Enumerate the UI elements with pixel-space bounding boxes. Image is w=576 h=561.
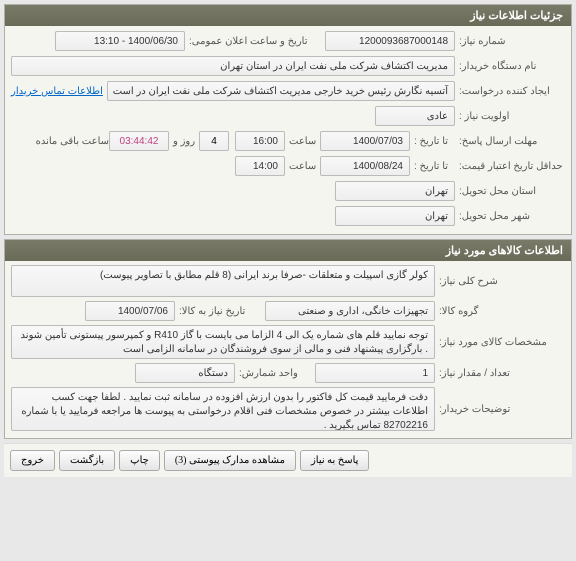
desc-label: شرح کلی نیاز: <box>435 276 565 287</box>
contact-link[interactable]: اطلاعات تماس خریدار <box>11 86 103 97</box>
priority-label: اولویت نیاز : <box>455 111 565 122</box>
org-field: مدیریت اکتشاف شرکت ملی نفت ایران در استا… <box>11 56 455 76</box>
delivery-prov-field: تهران <box>335 181 455 201</box>
desc-field: کولر گازی اسپیلت و متعلقات -صرفا برند ای… <box>11 265 435 297</box>
creator-field: آتسیه نگارش رئیس خرید خارجی مدیریت اکتشا… <box>107 81 455 101</box>
days-label: روز و <box>169 136 199 147</box>
attachments-button[interactable]: مشاهده مدارک پیوستی (3) <box>164 450 296 471</box>
price-valid-hour-label: ساعت <box>285 161 320 172</box>
price-valid-label: حداقل تاریخ اعتبار قیمت: <box>455 161 565 172</box>
qty-label: تعداد / مقدار نیاز: <box>435 368 565 379</box>
need-date-label: تاریخ نیاز به کالا: <box>175 306 265 317</box>
countdown: 03:44:42 <box>109 131 169 151</box>
delivery-city-label: شهر محل تحویل: <box>455 211 565 222</box>
group-label: گروه کالا: <box>435 306 565 317</box>
priority-field: عادی <box>375 106 455 126</box>
spec-field: توجه نمایید قلم های شماره یک الی 4 الزام… <box>11 325 435 359</box>
unit-label: واحد شمارش: <box>235 368 315 379</box>
spec-label: مشخصات کالای مورد نیاز: <box>435 337 565 348</box>
need-no-field: 1200093687000148 <box>325 31 455 51</box>
announce-field: 1400/06/30 - 13:10 <box>55 31 185 51</box>
price-valid-hour: 14:00 <box>235 156 285 176</box>
announce-label: تاریخ و ساعت اعلان عمومی: <box>185 36 325 47</box>
exit-button[interactable]: خروج <box>10 450 55 471</box>
need-details-panel: جزئیات اطلاعات نیاز شماره نیاز: 12000936… <box>4 4 572 235</box>
delivery-city-field: تهران <box>335 206 455 226</box>
need-no-label: شماره نیاز: <box>455 36 565 47</box>
need-date-field: 1400/07/06 <box>85 301 175 321</box>
buyer-note-field: دقت فرمایید قیمت کل فاکتور را بدون ارزش … <box>11 387 435 431</box>
creator-label: ایجاد کننده درخواست: <box>455 86 565 97</box>
panel2-body: شرح کلی نیاز: کولر گازی اسپیلت و متعلقات… <box>5 261 571 438</box>
print-button[interactable]: چاپ <box>119 450 160 471</box>
days-box: 4 <box>199 131 229 151</box>
qty-field: 1 <box>315 363 435 383</box>
back-button[interactable]: بازگشت <box>59 450 115 471</box>
org-label: نام دستگاه خریدار: <box>455 61 565 72</box>
deadline-hour-label: ساعت <box>285 136 320 147</box>
delivery-prov-label: استان محل تحویل: <box>455 186 565 197</box>
unit-field: دستگاه <box>135 363 235 383</box>
goods-info-panel: اطلاعات کالاهای مورد نیاز شرح کلی نیاز: … <box>4 239 572 439</box>
panel1-header: جزئیات اطلاعات نیاز <box>5 5 571 26</box>
buyer-note-label: توضیحات خریدار: <box>435 404 565 415</box>
action-bar: پاسخ به نیاز مشاهده مدارک پیوستی (3) چاپ… <box>4 443 572 477</box>
deadline-date: 1400/07/03 <box>320 131 410 151</box>
panel1-body: شماره نیاز: 1200093687000148 تاریخ و ساع… <box>5 26 571 234</box>
deadline-hour: 16:00 <box>235 131 285 151</box>
price-valid-date: 1400/08/24 <box>320 156 410 176</box>
remain-label: ساعت باقی مانده <box>32 136 109 147</box>
price-valid-to-label: تا تاریخ : <box>410 161 455 172</box>
respond-button[interactable]: پاسخ به نیاز <box>300 450 370 471</box>
deadline-to-label: تا تاریخ : <box>410 136 455 147</box>
group-field: تجهیزات خانگی، اداری و صنعتی <box>265 301 435 321</box>
panel2-header: اطلاعات کالاهای مورد نیاز <box>5 240 571 261</box>
deadline-label: مهلت ارسال پاسخ: <box>455 136 565 147</box>
